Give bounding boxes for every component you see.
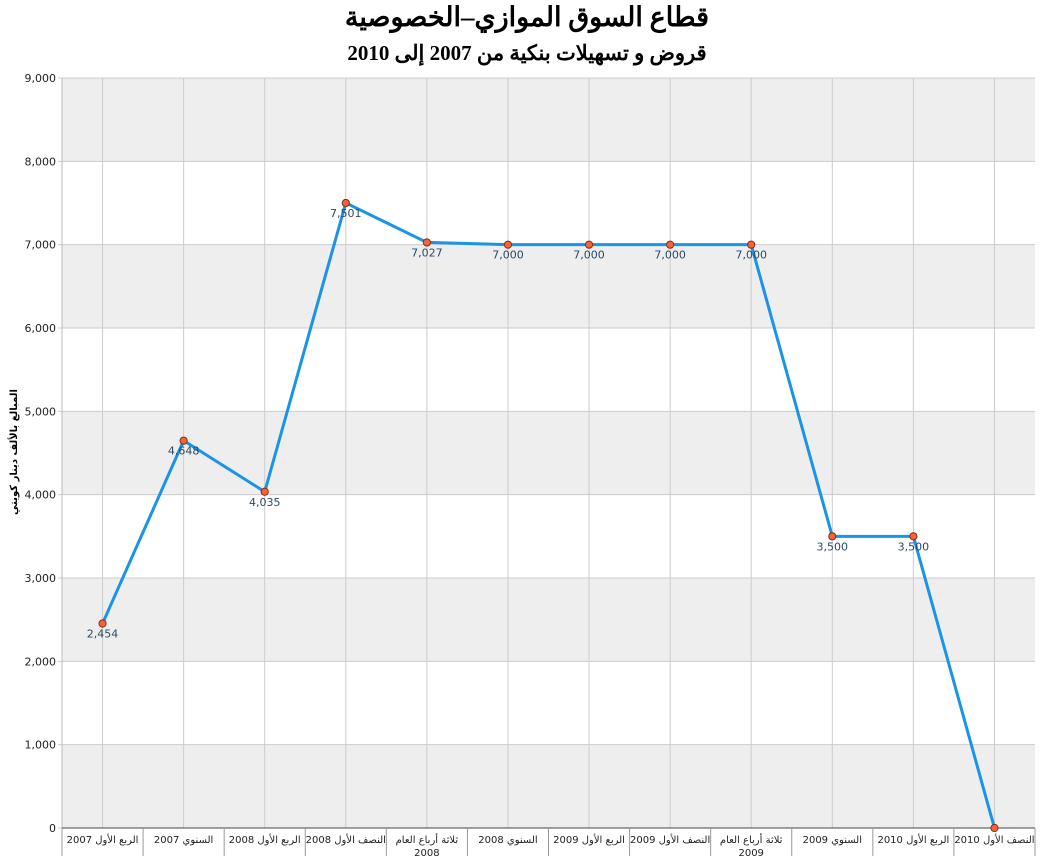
data-point [341, 198, 350, 208]
data-label: 7,000 [735, 249, 767, 262]
plot-band [62, 578, 1035, 662]
y-tick-label: 4,000 [25, 489, 57, 502]
data-label: 7,000 [492, 249, 524, 262]
x-tick-label: الربع الأول 2008 [229, 833, 301, 846]
data-label: 7,000 [654, 249, 686, 262]
series-line [101, 201, 996, 829]
x-axis: الربع الأول 2007 السنوي 2007 الربع الأول 2… [61, 827, 1036, 859]
plot-band [62, 328, 1035, 412]
data-point [828, 532, 837, 541]
plot-band [62, 661, 1035, 745]
x-tick-label: السنوي 2008 [478, 835, 537, 846]
data-point [666, 240, 675, 249]
data-point [503, 240, 513, 249]
plot-band [62, 744, 1035, 828]
data-label: 7,501 [330, 207, 362, 220]
y-tick-label: 0 [49, 822, 56, 835]
y-tick-label: 7,000 [25, 239, 57, 252]
plot-band [62, 411, 1035, 495]
x-tick-label: السنوي 2007 [154, 835, 213, 846]
x-tick-label: ثلاثة أرباع العام 2009 [720, 833, 783, 859]
plot-band [62, 161, 1035, 245]
chart-title: قطاع السوق الموازي–الخصوصية [345, 2, 709, 34]
y-tick-label: 5,000 [25, 405, 57, 418]
gridlines [58, 77, 1035, 829]
chart-subtitle: قروض و تسهيلات بنكية من 2007 إلى 2010 [347, 41, 706, 66]
data-point [747, 240, 756, 249]
y-tick-label: 6,000 [25, 322, 57, 335]
plot-band [62, 78, 1035, 162]
data-label: 4,035 [249, 496, 281, 509]
x-tick-label: النصف الأول 2008 [306, 833, 386, 846]
data-point [909, 532, 918, 541]
y-tick-label: 2,000 [25, 655, 57, 668]
data-label: 3,500 [898, 540, 930, 553]
data-label: 7,027 [411, 246, 443, 259]
data-point [98, 619, 107, 628]
data-point [179, 436, 188, 445]
y-tick-label: 8,000 [25, 155, 57, 168]
plot-background-bands [62, 78, 1035, 828]
y-axis-title: المبالغ بالألف دينار كويتي [7, 389, 20, 515]
data-point [584, 240, 594, 249]
series-group: 2,454 4,648 4,035 7,501 7,027 7,000 7,000 7,000… [87, 198, 999, 833]
y-tick-label: 3,000 [25, 572, 57, 585]
x-tick-label: الربع الأول 2009 [553, 833, 625, 846]
plot-band [62, 244, 1035, 328]
x-tick-label: السنوي 2009 [803, 835, 862, 846]
y-tick-label: 9,000 [25, 72, 57, 85]
x-tick-label: الربع الأول 2007 [67, 833, 139, 846]
x-tick-label: النصف الأول 2010 [954, 833, 1034, 846]
data-point [990, 823, 999, 833]
data-point [422, 238, 431, 247]
x-tick-label: ثلاثة أرباع العام 2008 [396, 833, 459, 859]
data-label: 2,454 [87, 628, 119, 641]
data-point [260, 487, 269, 496]
data-label: 4,648 [168, 445, 200, 458]
x-tick-label: الربع الأول 2010 [877, 833, 949, 846]
y-tick-label: 1,000 [25, 739, 57, 752]
x-tick-label: النصف الأول 2009 [630, 833, 710, 846]
data-label: 7,000 [573, 249, 605, 262]
data-label: 3,500 [817, 540, 849, 553]
y-axis: 0 1,000 2,000 3,000 4,000 5,000 6,000 7,000 8,00… [25, 72, 57, 835]
